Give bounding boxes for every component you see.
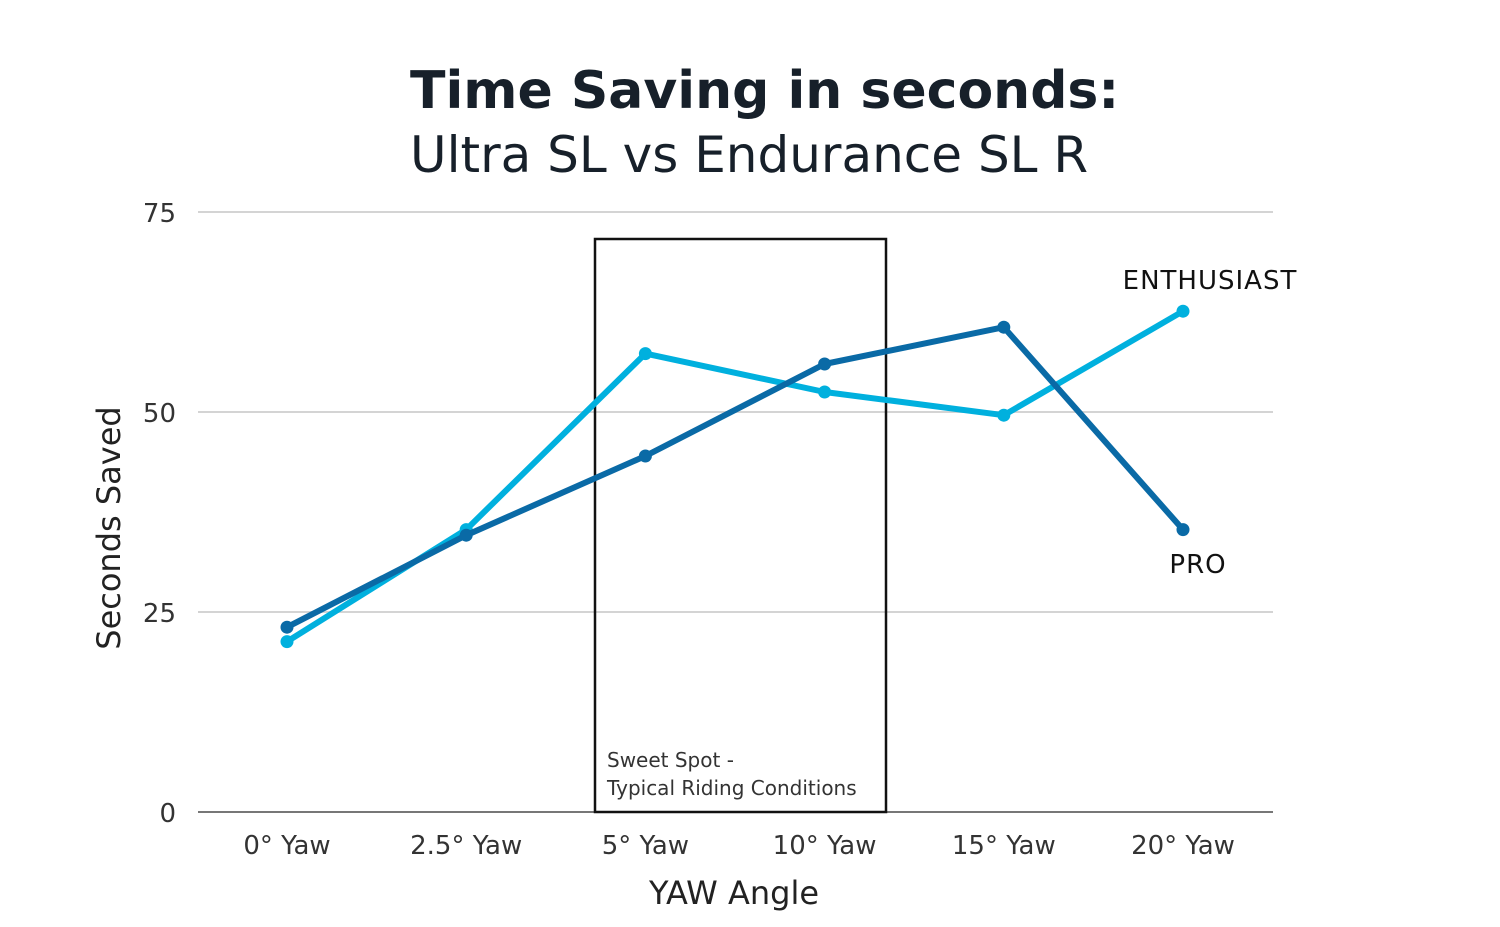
data-point — [459, 528, 473, 542]
series-line-pro — [285, 324, 1186, 630]
series-label: ENTHUSIAST — [1123, 266, 1298, 296]
data-point — [997, 320, 1011, 334]
x-tick-label: 10° Yaw — [773, 831, 877, 861]
sweet-spot-label: Typical Riding Conditions — [606, 776, 857, 800]
y-axis-label: Seconds Saved — [90, 406, 128, 649]
y-tick-label: 0 — [159, 799, 176, 829]
x-tick-label: 0° Yaw — [243, 831, 330, 861]
x-axis-label: YAW Angle — [648, 874, 819, 912]
sweet-spot-label: Sweet Spot - — [607, 748, 734, 772]
data-point — [638, 347, 652, 361]
x-tick-label: 5° Yaw — [602, 831, 689, 861]
x-tick-label: 20° Yaw — [1131, 831, 1235, 861]
data-point — [997, 408, 1011, 422]
x-tick-label: 2.5° Yaw — [410, 831, 522, 861]
data-point — [818, 357, 832, 371]
data-point — [280, 620, 294, 634]
series-label: PRO — [1169, 550, 1226, 580]
chart-subtitle: Ultra SL vs Endurance SL R — [410, 126, 1088, 184]
data-point — [818, 385, 832, 399]
data-point — [1176, 304, 1190, 318]
chart-title: Time Saving in seconds: — [410, 61, 1119, 121]
x-tick-label: 15° Yaw — [952, 831, 1056, 861]
data-point — [280, 635, 294, 649]
y-tick-label: 25 — [143, 599, 176, 629]
data-point — [638, 449, 652, 463]
data-point — [1176, 523, 1190, 537]
y-tick-label: 75 — [143, 199, 176, 229]
sweet-spot-box — [593, 237, 888, 814]
y-tick-label: 50 — [143, 399, 176, 429]
series-line-enthusiast — [285, 308, 1185, 645]
